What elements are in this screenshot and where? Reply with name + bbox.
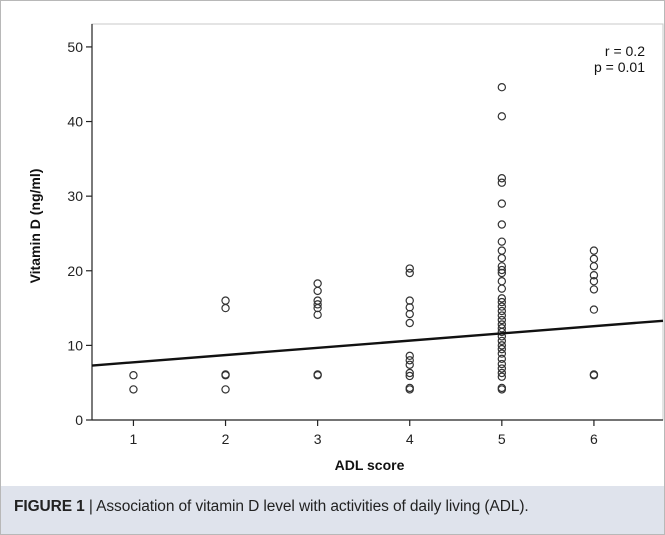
data-point bbox=[497, 253, 507, 263]
data-point bbox=[313, 286, 322, 296]
data-point bbox=[589, 262, 599, 271]
data-point bbox=[405, 356, 414, 365]
data-point bbox=[497, 220, 507, 229]
data-point bbox=[129, 371, 138, 380]
data-point bbox=[497, 237, 507, 246]
data-point bbox=[497, 359, 507, 369]
data-point bbox=[589, 246, 599, 255]
y-tick-label: 40 bbox=[67, 114, 83, 130]
y-axis: 0 10 20 30 40 50 bbox=[67, 24, 93, 428]
data-point bbox=[313, 310, 322, 319]
data-point bbox=[405, 268, 414, 278]
x-axis-label: ADL score bbox=[335, 457, 405, 473]
data-point bbox=[497, 265, 507, 275]
data-point bbox=[313, 300, 322, 309]
plot-border bbox=[91, 23, 664, 421]
data-point bbox=[313, 370, 322, 379]
data-point bbox=[221, 385, 230, 394]
data-point bbox=[497, 83, 507, 92]
p-value-annotation: p = 0.01 bbox=[594, 59, 645, 75]
data-point bbox=[589, 271, 599, 280]
data-point bbox=[497, 277, 507, 286]
data-point bbox=[405, 368, 414, 378]
y-tick-label: 50 bbox=[67, 39, 83, 55]
figure-label: FIGURE 1 bbox=[14, 498, 85, 515]
data-point bbox=[497, 284, 507, 293]
caption-band bbox=[1, 486, 664, 534]
data-point bbox=[221, 296, 230, 305]
data-point bbox=[497, 344, 507, 354]
y-tick-label: 10 bbox=[67, 337, 83, 353]
plot-area bbox=[91, 23, 664, 421]
data-point bbox=[589, 370, 599, 379]
correlation-annotation: r = 0.2 bbox=[605, 43, 645, 59]
data-point bbox=[405, 371, 414, 381]
data-point bbox=[497, 268, 507, 278]
data-point bbox=[589, 285, 599, 294]
x-tick-label: 3 bbox=[314, 431, 322, 447]
data-point bbox=[497, 174, 507, 183]
data-point bbox=[497, 349, 507, 358]
data-point bbox=[497, 294, 507, 303]
data-point bbox=[313, 279, 322, 288]
data-point bbox=[497, 297, 507, 307]
data-point bbox=[405, 264, 414, 273]
y-tick-label: 0 bbox=[75, 412, 83, 428]
data-point bbox=[497, 336, 507, 346]
data-point bbox=[221, 303, 230, 313]
data-point bbox=[497, 112, 507, 121]
data-point bbox=[497, 306, 507, 316]
x-tick-label: 5 bbox=[498, 431, 506, 447]
data-point bbox=[221, 370, 230, 379]
data-point bbox=[497, 246, 507, 255]
data-point bbox=[405, 360, 414, 369]
fit-line-group bbox=[91, 319, 664, 367]
data-point bbox=[497, 311, 507, 320]
data-points bbox=[129, 83, 599, 394]
y-tick-label: 20 bbox=[67, 263, 83, 279]
data-point bbox=[497, 341, 507, 350]
data-point bbox=[405, 351, 414, 361]
data-point bbox=[497, 178, 507, 187]
x-tick-label: 6 bbox=[590, 431, 598, 447]
y-axis-label: Vitamin D (ng/ml) bbox=[27, 169, 43, 284]
data-point bbox=[405, 318, 414, 328]
x-axis: 1 2 3 4 5 6 bbox=[92, 419, 663, 447]
data-point bbox=[405, 385, 414, 394]
caption-text: | Association of vitamin D level with ac… bbox=[84, 498, 529, 515]
scatter-chart: 0 10 20 30 40 50 1 2 3 4 5 6 Vitamin D (ng/ml) ADL… bbox=[27, 23, 664, 473]
x-tick-label: 4 bbox=[406, 431, 414, 447]
regression-line bbox=[91, 319, 664, 367]
figure-caption: FIGURE 1 | Association of vitamin D leve… bbox=[14, 498, 659, 516]
data-point bbox=[405, 309, 414, 319]
data-point bbox=[129, 385, 138, 394]
x-tick-label: 2 bbox=[222, 431, 230, 447]
y-tick-label: 30 bbox=[67, 188, 83, 204]
data-point bbox=[497, 354, 507, 364]
x-tick-label: 1 bbox=[130, 431, 138, 447]
data-point bbox=[497, 385, 507, 394]
data-point bbox=[497, 199, 507, 208]
data-point bbox=[589, 305, 599, 314]
data-point bbox=[497, 315, 507, 325]
data-point bbox=[497, 302, 507, 311]
data-point bbox=[497, 372, 507, 381]
data-point bbox=[589, 277, 599, 286]
data-point bbox=[589, 254, 599, 264]
data-point bbox=[497, 368, 507, 378]
data-point bbox=[497, 364, 507, 373]
data-point bbox=[497, 324, 507, 333]
